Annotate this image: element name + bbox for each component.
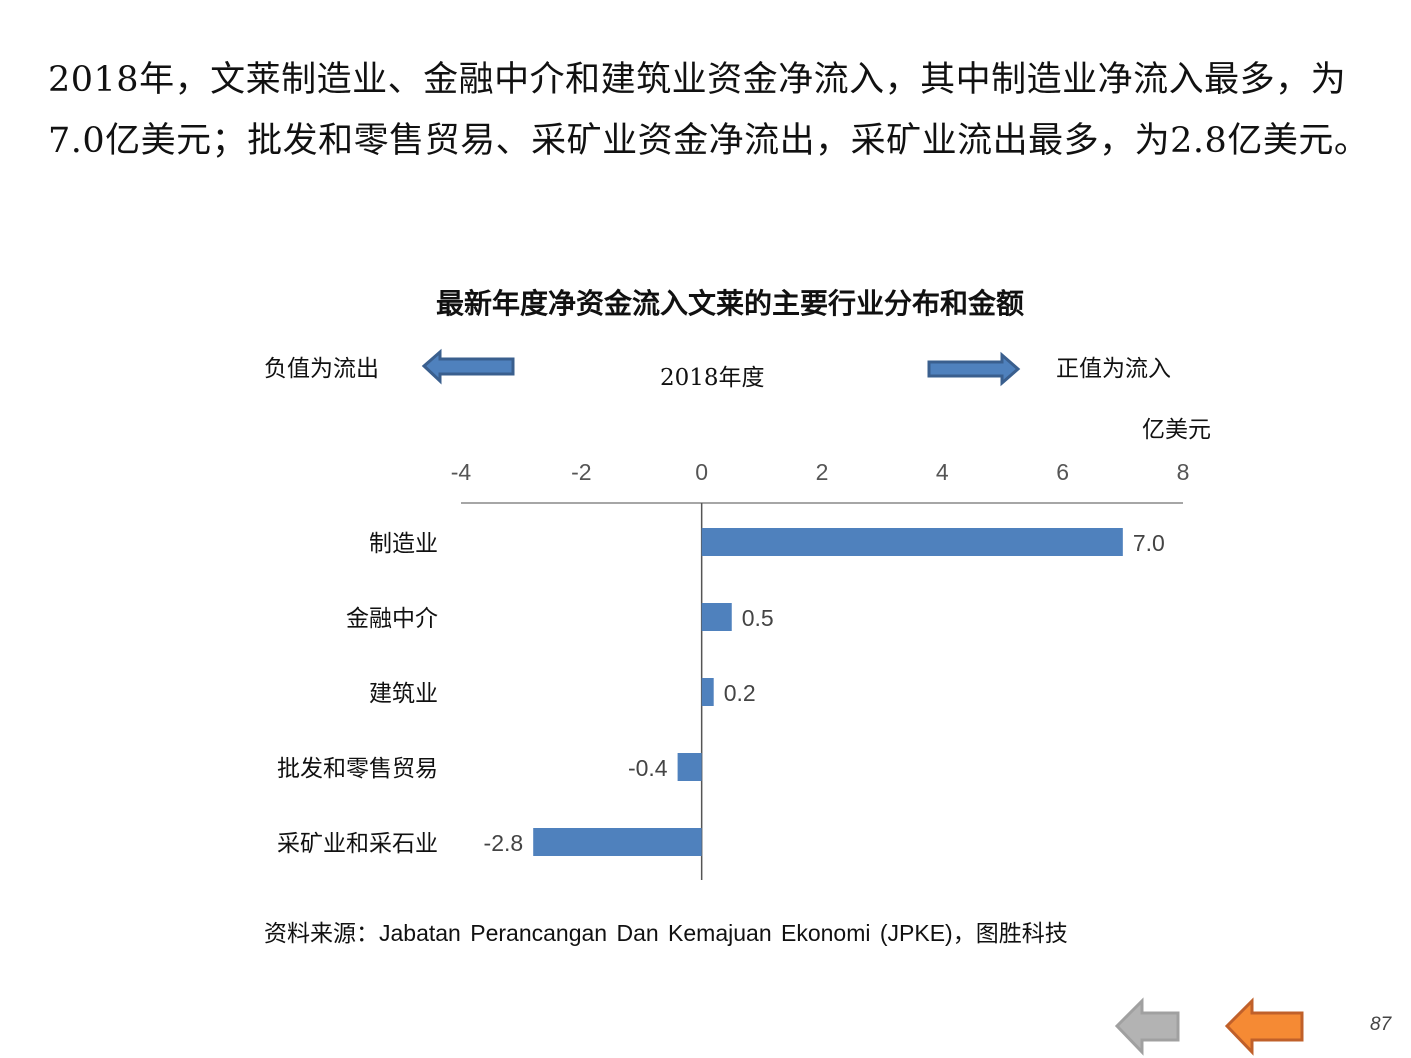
category-label: 金融中介 (346, 606, 438, 632)
source-note: 资料来源：Jabatan Perancangan Dan Kemajuan Ek… (264, 920, 1068, 946)
category-label: 批发和零售贸易 (277, 756, 438, 782)
prev-page-button[interactable] (1114, 997, 1180, 1056)
year-label: 2018年度 (660, 365, 765, 391)
x-tick-label: 0 (695, 459, 708, 485)
arrow-left-icon (421, 348, 515, 385)
bar (701, 603, 732, 631)
data-label: 0.2 (724, 680, 756, 706)
category-label: 采矿业和采石业 (277, 831, 438, 857)
positive-note: 正值为流入 (1056, 356, 1171, 382)
negative-note: 负值为流出 (264, 356, 379, 382)
bar (701, 678, 714, 706)
x-tick-label: 2 (816, 459, 829, 485)
summary-paragraph: 2018年，文莱制造业、金融中介和建筑业资金净流入，其中制造业净流入最多，为7.… (48, 60, 1370, 161)
category-label: 建筑业 (369, 681, 438, 707)
chart-title: 最新年度净资金流入文莱的主要行业分布和金额 (435, 288, 1024, 319)
arrow-right-icon (927, 351, 1021, 387)
page-number: 87 (1370, 1014, 1392, 1035)
category-label: 制造业 (369, 531, 438, 557)
bar (677, 753, 702, 781)
data-label: 7.0 (1133, 530, 1165, 556)
x-tick-label: 4 (936, 459, 949, 485)
data-label: -2.8 (484, 830, 524, 856)
x-tick-label: 6 (1056, 459, 1069, 485)
x-tick-label: -4 (451, 459, 472, 485)
data-label: -0.4 (628, 755, 668, 781)
unit-label: 亿美元 (1142, 417, 1211, 443)
data-label: 0.5 (742, 605, 774, 631)
bar (533, 828, 702, 856)
x-tick-label: 8 (1177, 459, 1190, 485)
bar (701, 528, 1123, 556)
x-tick-label: -2 (571, 459, 591, 485)
next-page-button[interactable] (1224, 997, 1304, 1056)
